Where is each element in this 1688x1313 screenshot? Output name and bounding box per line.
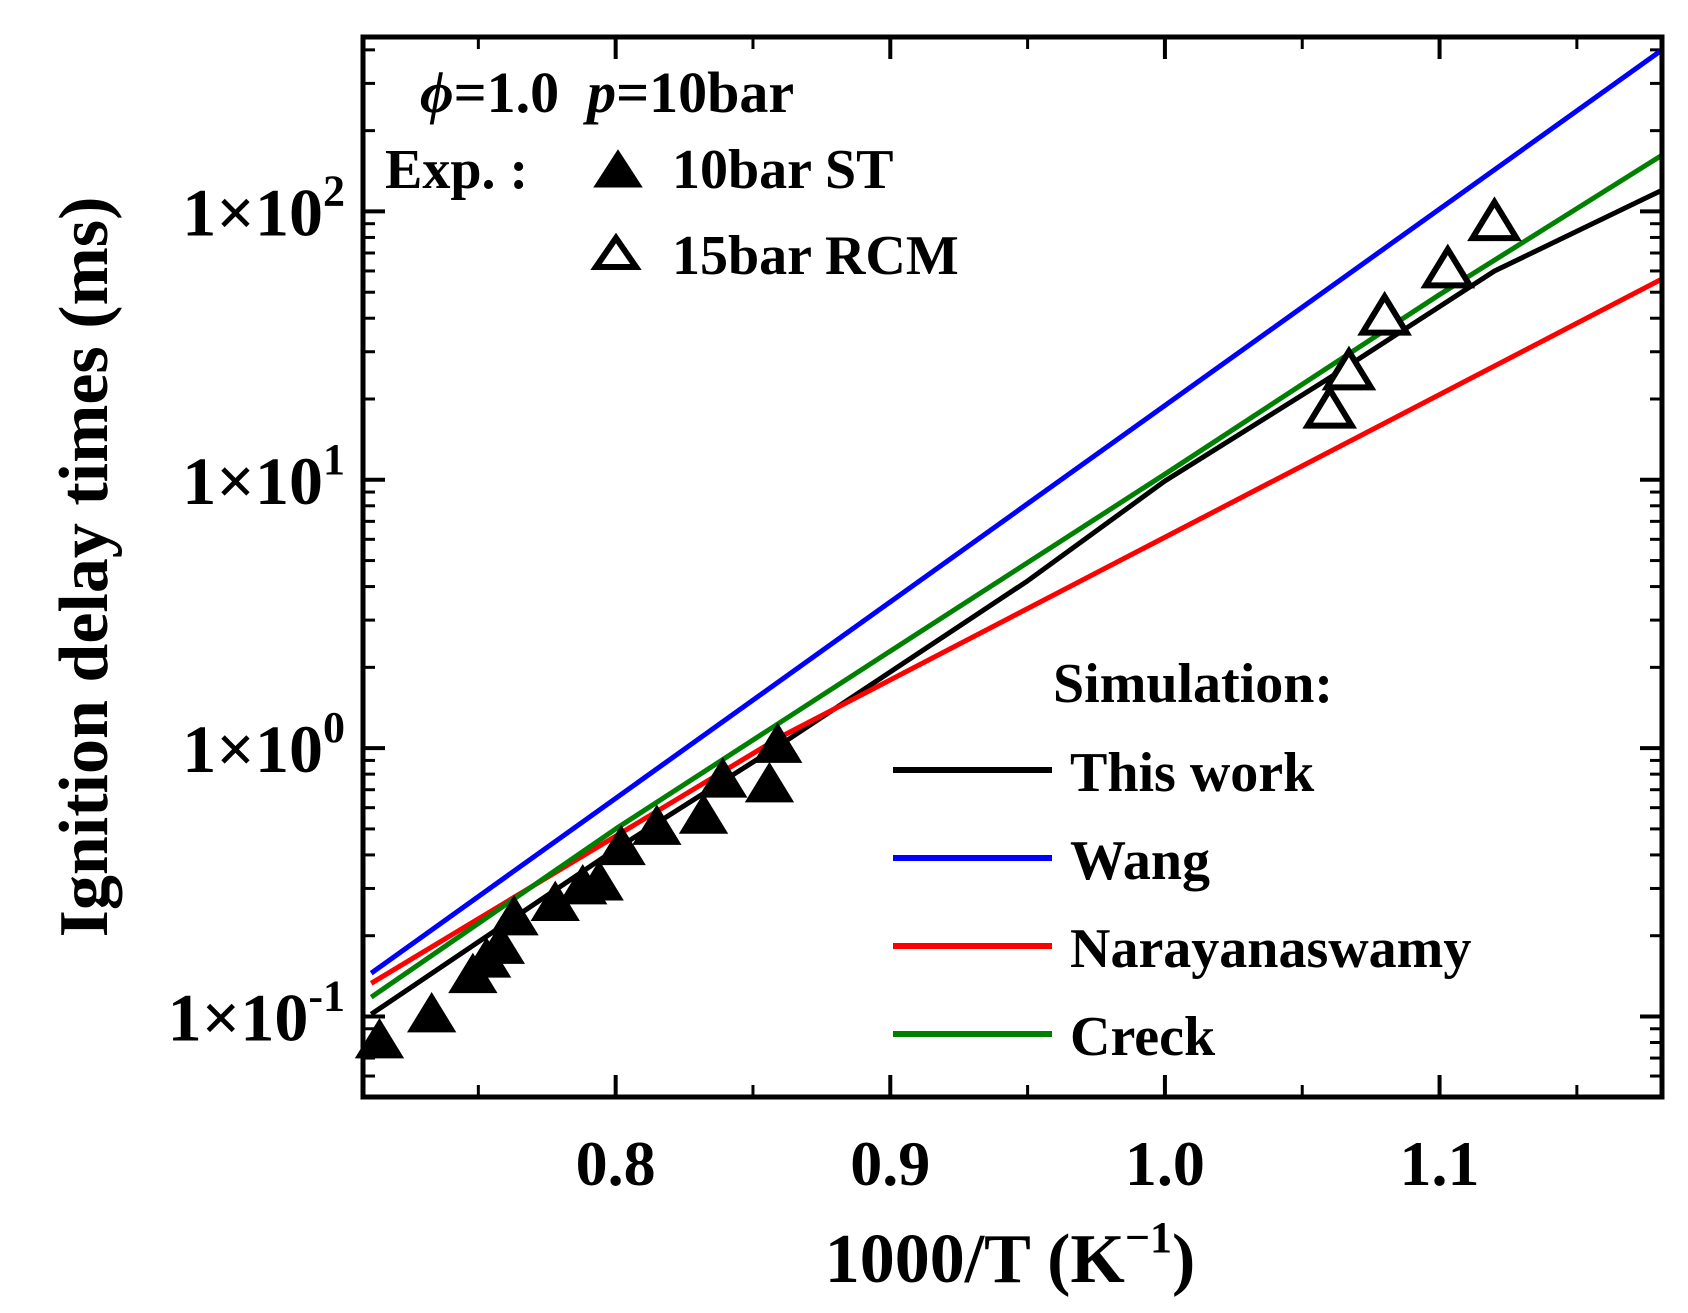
legend-open-triangle-marker: [590, 232, 642, 270]
rcm-data-point: [1302, 383, 1358, 429]
experiment-legend-st: 10bar ST: [672, 139, 893, 201]
rcm-data-point: [1467, 196, 1522, 242]
series-line-narayanaswamy: [369, 276, 1664, 986]
simulation-legend: Simulation: This work Wang Narayanaswamy…: [893, 653, 1471, 1068]
p-value: =10bar: [616, 60, 794, 125]
y-tick-label: 1×100: [182, 703, 345, 787]
experiment-markers: [354, 196, 1522, 1059]
st-data-point: [406, 992, 457, 1033]
rcm-data-point: [1321, 345, 1377, 391]
y-tick-label: 1×102: [182, 166, 345, 250]
st-data-point: [698, 757, 748, 798]
phi-value: =1.0: [454, 60, 560, 125]
x-tick-label: 0.8: [576, 1128, 656, 1199]
legend-filled-triangle-marker: [593, 149, 643, 188]
legend-label-narayanaswamy: Narayanaswamy: [1070, 918, 1471, 980]
st-data-point: [354, 1018, 405, 1059]
x-axis-label-exponent: −1: [1125, 1213, 1172, 1262]
experiment-legend-title: Exp. :: [385, 139, 528, 201]
x-axis-label-close: ): [1172, 1221, 1195, 1298]
simulation-lines: [369, 47, 1664, 1017]
series-line-wang: [369, 47, 1664, 976]
rcm-data-point: [1420, 243, 1476, 289]
st-data-point: [574, 860, 624, 901]
x-axis-label: 1000/T (K−1): [825, 1213, 1196, 1298]
x-tick-label: 1.0: [1125, 1128, 1205, 1199]
plot-frame: [360, 34, 1665, 1100]
x-tick-labels: 0.8 0.9 1.0 1.1: [576, 1128, 1480, 1199]
experiment-legend: Exp. : 10bar ST 15bar RCM: [385, 139, 959, 287]
st-data-point: [744, 761, 795, 803]
phi-symbol: ϕ: [420, 60, 454, 125]
x-axis-label-main: 1000/T (K: [825, 1221, 1125, 1298]
series-line-creck: [369, 153, 1664, 1000]
conditions-label: ϕ=1.0 p=10bar: [420, 60, 794, 125]
rcm-data-point: [1357, 290, 1412, 336]
y-tick-label: 1×10-1: [168, 971, 345, 1055]
y-tick-labels: 1×10-1 1×100 1×101 1×102: [168, 166, 345, 1055]
st-data-point: [596, 824, 646, 866]
simulation-legend-title: Simulation:: [1053, 653, 1333, 715]
st-data-point: [489, 894, 539, 936]
st-data-point: [753, 722, 803, 763]
p-symbol: p: [582, 60, 616, 125]
experiment-legend-rcm: 15bar RCM: [672, 225, 959, 287]
st-data-point: [475, 923, 525, 964]
legend-label-wang: Wang: [1070, 830, 1210, 892]
st-data-point: [632, 804, 682, 845]
legend-label-creck: Creck: [1070, 1006, 1216, 1068]
series-line-this-work: [369, 187, 1664, 1017]
legend-label-this-work: This work: [1070, 742, 1315, 804]
x-tick-label: 1.1: [1400, 1128, 1480, 1199]
y-axis-label: Ignition delay times (ms): [46, 197, 123, 938]
st-data-point: [678, 793, 729, 834]
y-tick-label: 1×101: [182, 435, 345, 519]
x-tick-label: 0.9: [850, 1128, 930, 1199]
